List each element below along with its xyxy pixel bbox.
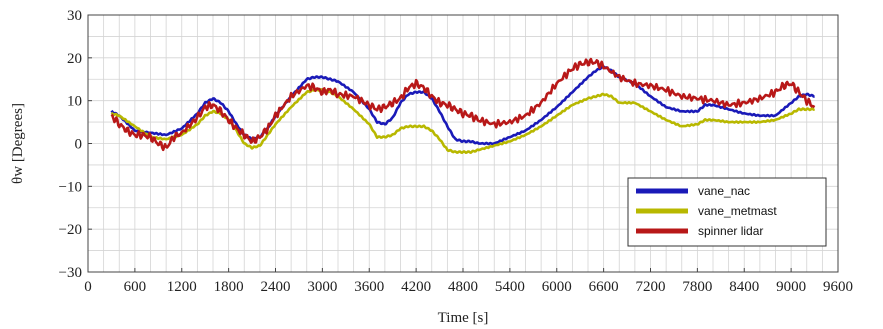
- x-axis-title: Time [s]: [438, 310, 489, 326]
- legend-label: vane_metmast: [698, 204, 777, 218]
- y-tick-label: 10: [67, 94, 82, 110]
- x-tick-label: 9600: [823, 279, 853, 295]
- x-tick-label: 1200: [167, 279, 197, 295]
- x-tick-label: 8400: [729, 279, 759, 295]
- x-tick-label: 2400: [261, 279, 291, 295]
- x-tick-label: 3000: [307, 279, 337, 295]
- x-tick-label: 0: [84, 279, 92, 295]
- y-axis-title: θw [Degrees]: [10, 103, 26, 184]
- tick-labels: 0 600 1200 1800 2400 3000 3600 4200 4800 5400 6000…: [59, 8, 853, 295]
- x-tick-label: 7200: [636, 279, 666, 295]
- y-tick-label: −20: [59, 222, 82, 238]
- series-lines: [110, 57, 816, 154]
- y-tick-label: −30: [59, 265, 82, 281]
- y-tick-label: 30: [67, 8, 82, 24]
- x-tick-label: 4800: [448, 279, 478, 295]
- series-line-spinner-lidar: [110, 57, 816, 152]
- x-tick-label: 6000: [542, 279, 572, 295]
- legend-label: vane_nac: [698, 184, 750, 198]
- x-tick-label: 7800: [682, 279, 712, 295]
- y-tick-label: −10: [59, 179, 82, 195]
- x-tick-label: 5400: [495, 279, 525, 295]
- x-tick-label: 9000: [776, 279, 806, 295]
- x-tick-label: 1800: [214, 279, 244, 295]
- x-tick-label: 3600: [354, 279, 384, 295]
- x-tick-label: 4200: [401, 279, 431, 295]
- legend-label: spinner lidar: [698, 224, 763, 238]
- x-tick-label: 600: [124, 279, 147, 295]
- y-tick-label: 20: [67, 51, 82, 67]
- series-line-vane-nac: [110, 65, 815, 146]
- x-tick-label: 6600: [589, 279, 619, 295]
- y-tick-label: 0: [75, 137, 83, 153]
